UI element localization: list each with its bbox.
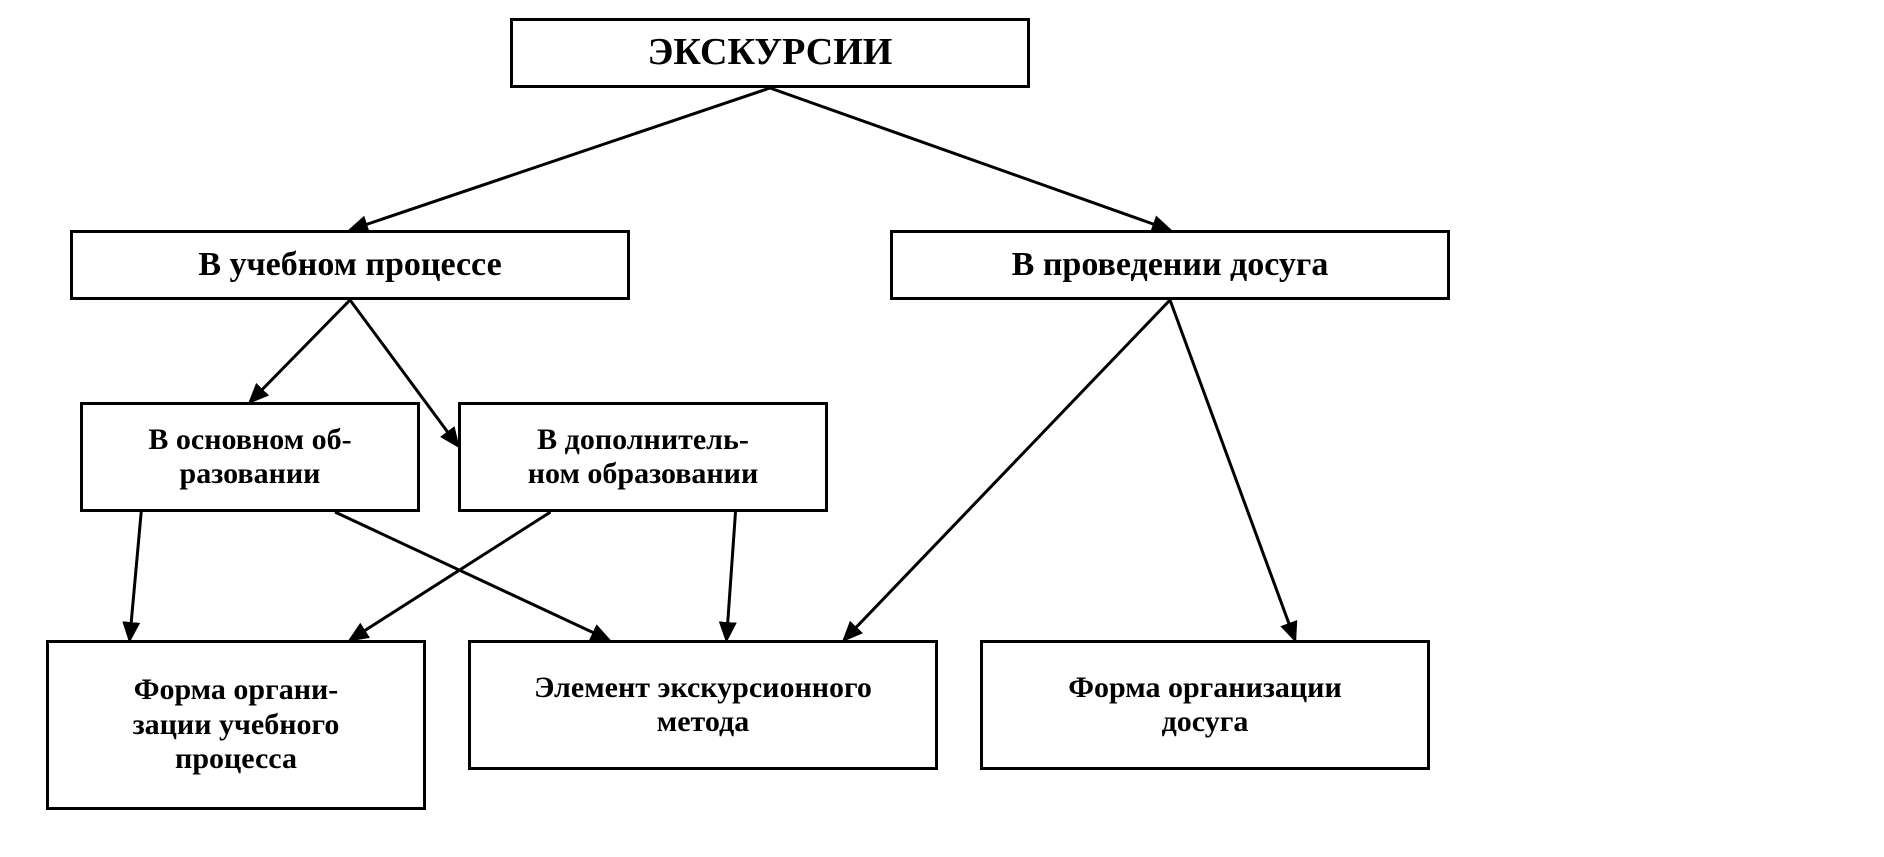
node-label: В дополнитель-ном образовании [528, 423, 759, 492]
diagram-canvas: ЭКСКУРСИИ В учебном процессе В проведени… [0, 0, 1884, 857]
edge [250, 300, 350, 402]
edge [1170, 300, 1295, 640]
node-basic-edu: В основном об-разовании [80, 402, 420, 512]
node-label: Форма организациидосуга [1068, 671, 1342, 740]
node-label: Элемент экскурсионногометода [534, 671, 872, 740]
edge [350, 88, 770, 230]
node-label: В основном об-разовании [148, 423, 351, 492]
node-addl-edu: В дополнитель-ном образовании [458, 402, 828, 512]
edge [844, 300, 1170, 640]
node-form-leisure: Форма организациидосуга [980, 640, 1430, 770]
node-label: ЭКСКУРСИИ [648, 31, 893, 75]
edge [350, 512, 551, 640]
node-label: В учебном процессе [198, 245, 501, 284]
edge [770, 88, 1170, 230]
edge [727, 512, 736, 640]
edge [335, 512, 609, 640]
edge [130, 512, 142, 640]
node-form-edu: Форма органи-зации учебногопроцесса [46, 640, 426, 810]
node-method-elem: Элемент экскурсионногометода [468, 640, 938, 770]
node-education: В учебном процессе [70, 230, 630, 300]
node-label: Форма органи-зации учебногопроцесса [133, 673, 340, 777]
node-label: В проведении досуга [1012, 245, 1329, 284]
node-leisure: В проведении досуга [890, 230, 1450, 300]
node-root: ЭКСКУРСИИ [510, 18, 1030, 88]
